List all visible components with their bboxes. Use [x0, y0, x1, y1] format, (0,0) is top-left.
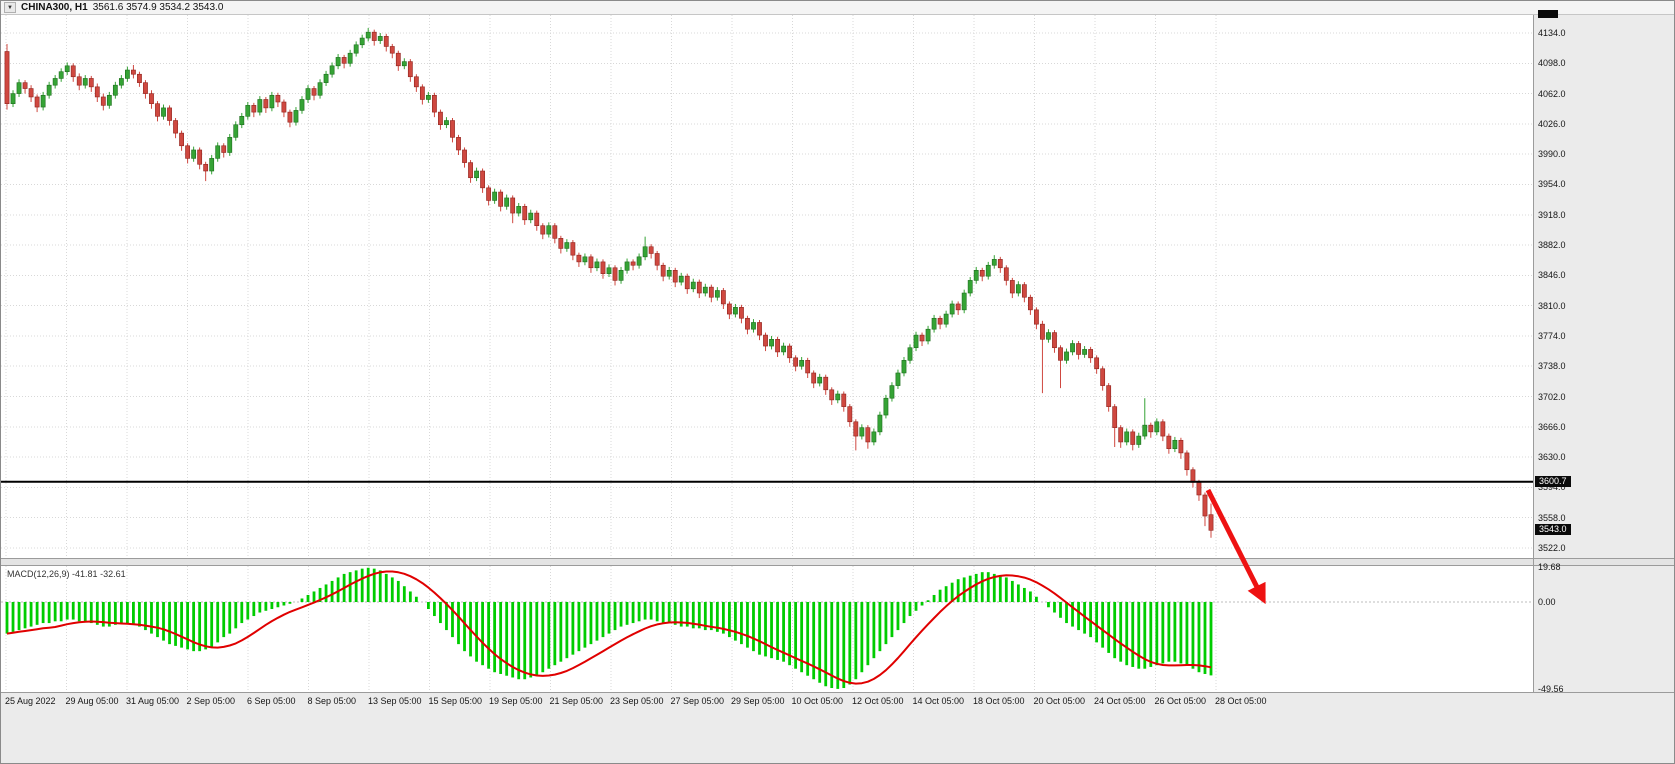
time-tick-label: 26 Oct 05:00 [1154, 696, 1207, 706]
symbol-dropdown-button[interactable]: ▼ [4, 2, 16, 13]
time-tick-label: 12 Oct 05:00 [852, 696, 904, 706]
time-tick-label: 20 Oct 05:00 [1033, 696, 1086, 706]
candlestick-series [4, 27, 1214, 538]
time-tick-label: 2 Sep 05:00 [186, 696, 236, 706]
price-tick-label: 4134.0 [1538, 28, 1566, 38]
macd-pane[interactable] [1, 566, 1533, 692]
time-tick-label: 8 Sep 05:00 [307, 696, 357, 706]
macd-signal-value: -32.61 [100, 569, 126, 579]
price-tick-label: 4098.0 [1538, 58, 1566, 69]
time-tick-label: 18 Oct 05:00 [973, 696, 1025, 706]
macd-indicator-label: MACD(12,26,9) -41.81 -32.61 [7, 569, 126, 579]
chevron-down-icon: ▼ [7, 4, 13, 11]
price-tick-label: 3630.0 [1538, 452, 1566, 463]
price-tick-label: 3990.0 [1538, 149, 1566, 160]
price-tick-label: 3918.0 [1538, 209, 1566, 220]
chart-header-bar: ▼ CHINA300, H1 3561.6 3574.9 3534.2 3543… [1, 1, 1674, 15]
time-tick-label: 23 Sep 05:00 [610, 696, 664, 706]
current-price-tag: 3543.0 [1535, 524, 1571, 536]
main-chart-pane[interactable] [1, 15, 1533, 558]
time-tick-label: 29 Sep 05:00 [731, 696, 785, 706]
ohlc-readout: 3561.6 3574.9 3534.2 3543.0 [92, 2, 224, 13]
time-tick-label: 10 Oct 05:00 [791, 696, 844, 706]
price-tick-label: 4026.0 [1538, 118, 1566, 129]
macd-signal-line [6, 570, 1212, 685]
time-tick-label: 27 Sep 05:00 [670, 696, 725, 706]
time-tick-label: 31 Aug 05:00 [126, 696, 180, 706]
price-tick-label: 4062.0 [1538, 88, 1566, 99]
price-tick-label: 3738.0 [1538, 361, 1566, 372]
price-tick-label: 3702.0 [1538, 391, 1566, 402]
time-tick-label: 24 Oct 05:00 [1094, 696, 1146, 706]
time-tick-label: 6 Sep 05:00 [247, 696, 296, 706]
price-tick-label: 3810.0 [1538, 300, 1566, 311]
macd-tick-label: 19.68 [1538, 562, 1561, 573]
level-price-tag: 3600.7 [1535, 475, 1571, 487]
time-tick-label: 28 Oct 05:00 [1215, 696, 1267, 706]
time-tick-label: 29 Aug 05:00 [65, 696, 119, 706]
time-tick-label: 19 Sep 05:00 [489, 696, 543, 706]
instrument-label: CHINA300, H1 [21, 2, 88, 13]
pane-separator[interactable] [1, 558, 1675, 566]
price-tick-label: 3558.0 [1538, 512, 1566, 523]
macd-title: MACD(12,26,9) [7, 569, 70, 579]
trend-arrow[interactable] [1205, 488, 1266, 605]
macd-histogram [5, 567, 1213, 689]
price-tick-label: 3594.0 [1538, 482, 1566, 493]
price-tick-label: 3954.0 [1538, 179, 1566, 190]
macd-tick-label: 0.00 [1538, 597, 1556, 607]
price-tick-label: 3774.0 [1538, 330, 1566, 341]
time-tick-label: 25 Aug 2022 [5, 696, 56, 706]
price-tick-label: 3666.0 [1538, 421, 1566, 432]
price-tick-label: 3882.0 [1538, 240, 1566, 251]
grid-lines [1, 15, 1533, 692]
time-tick-label: 14 Oct 05:00 [912, 696, 965, 706]
price-tick-label: 3522.0 [1538, 543, 1566, 553]
time-tick-label: 13 Sep 05:00 [368, 696, 422, 706]
scale-top-marker [1538, 10, 1558, 18]
price-tick-label: 3846.0 [1538, 270, 1566, 281]
time-tick-label: 21 Sep 05:00 [549, 696, 604, 706]
macd-value: -41.81 [72, 569, 98, 579]
time-tick-label: 15 Sep 05:00 [428, 696, 483, 706]
macd-tick-label: -49.56 [1538, 684, 1564, 694]
